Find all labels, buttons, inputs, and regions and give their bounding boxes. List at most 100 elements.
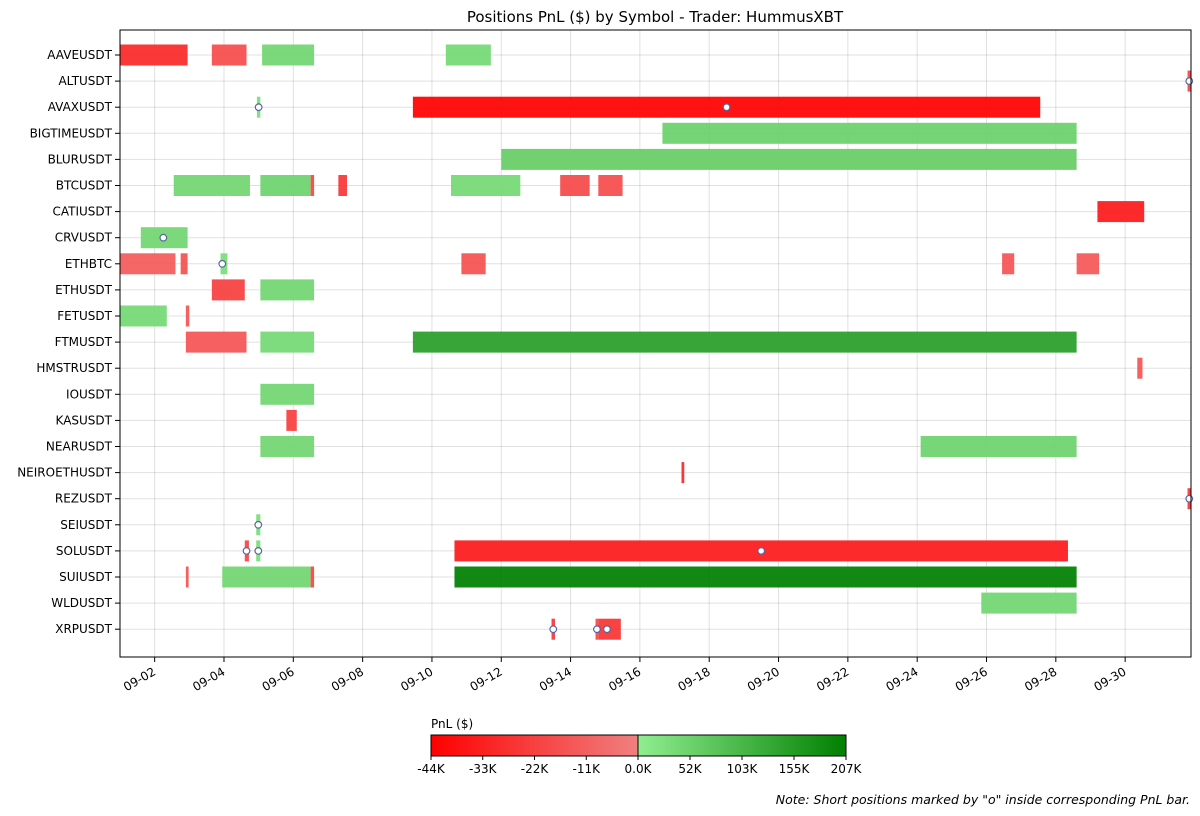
- position-bar: [1002, 253, 1015, 275]
- position-bar: [185, 331, 247, 353]
- colorbar-label: PnL ($): [431, 717, 473, 731]
- x-tick-label: 09-04: [190, 664, 227, 694]
- colorbar-tick-label: 207K: [831, 762, 863, 776]
- y-tick-label: SEIUSDT: [60, 518, 112, 532]
- plot-frame: [119, 29, 1192, 658]
- x-tick-label: 09-18: [676, 664, 713, 694]
- x-tick-label: 09-14: [537, 664, 574, 694]
- y-tick-label: HMSTRUSDT: [36, 361, 112, 375]
- position-bar: [1097, 201, 1145, 223]
- short-marker: [757, 547, 766, 555]
- y-tick-label: BTCUSDT: [56, 179, 113, 193]
- x-tick-label: 09-16: [606, 664, 643, 694]
- position-bar: [412, 331, 1077, 353]
- position-bar: [662, 122, 1077, 144]
- colorbar-tick-label: -44K: [417, 762, 446, 776]
- short-markers: [159, 77, 1194, 634]
- y-tick-label: ETHUSDT: [55, 283, 113, 297]
- chart-title: Positions PnL ($) by Symbol - Trader: Hu…: [467, 8, 844, 26]
- position-bar: [211, 279, 245, 301]
- x-tick-label: 09-06: [260, 664, 297, 694]
- colorbar-tick-label: 0.0K: [625, 762, 653, 776]
- position-bar: [120, 305, 167, 327]
- position-bar: [173, 175, 250, 196]
- colorbar-tick-label: 103K: [727, 762, 759, 776]
- footnote: Note: Short positions marked by "o" insi…: [775, 792, 1190, 807]
- position-bar: [681, 462, 685, 484]
- x-tick-label: 09-26: [953, 664, 990, 694]
- x-tick-label: 09-02: [121, 664, 158, 694]
- x-tick-label: 09-28: [1022, 664, 1059, 694]
- y-tick-label: BIGTIMEUSDT: [30, 126, 113, 140]
- short-marker: [254, 547, 263, 555]
- x-tick-label: 09-24: [883, 664, 920, 694]
- position-bar: [120, 44, 188, 66]
- y-tick-label: NEARUSDT: [46, 440, 113, 454]
- colorbar: PnL ($) -44K -33K -22K -11K 0.0K 52K 103K 155K 2…: [417, 717, 862, 776]
- y-tick-label: AAVEUSDT: [47, 48, 112, 62]
- position-bar: [262, 44, 315, 66]
- x-tick-label: 09-12: [468, 664, 505, 694]
- position-bar: [598, 175, 623, 196]
- x-tick-label: 09-20: [745, 664, 782, 694]
- colorbar-positive: [638, 735, 846, 756]
- y-tick-label: SOLUSDT: [56, 544, 113, 558]
- position-bar: [454, 566, 1077, 588]
- short-marker: [1185, 494, 1194, 503]
- colorbar-tick-label: 155K: [779, 762, 811, 776]
- position-bar: [501, 148, 1077, 170]
- colorbar-tick-label: -33K: [469, 762, 498, 776]
- y-tick-label: XRPUSDT: [55, 622, 112, 636]
- position-bar: [260, 436, 315, 457]
- y-tick-label: REZUSDT: [55, 492, 113, 506]
- y-tick-label: BLURUSDT: [48, 152, 113, 166]
- y-tick-label: ALTUSDT: [58, 74, 112, 88]
- short-marker: [159, 233, 168, 242]
- position-bar: [1076, 253, 1100, 275]
- short-marker: [242, 547, 251, 555]
- x-tick-label: 09-30: [1091, 664, 1128, 694]
- position-bar: [211, 44, 247, 66]
- y-tick-label: FTMUSDT: [55, 335, 113, 349]
- colorbar-tick-label: 52K: [678, 762, 702, 776]
- y-tick-label: WLDUSDT: [51, 596, 112, 610]
- position-bar: [185, 566, 189, 588]
- position-bar: [560, 175, 590, 196]
- x-tick-label: 09-10: [398, 664, 435, 694]
- y-tick-label: IOUSDT: [66, 387, 113, 401]
- position-bar: [310, 175, 315, 196]
- y-tick-label: CRVUSDT: [55, 231, 113, 245]
- short-marker: [722, 103, 731, 112]
- position-bar: [260, 383, 315, 405]
- y-tick-label: KASUSDT: [56, 413, 113, 427]
- position-bar: [445, 44, 491, 66]
- position-bar: [260, 331, 315, 353]
- y-tick-label: FETUSDT: [57, 309, 112, 323]
- position-bar: [185, 305, 190, 327]
- short-marker: [254, 103, 263, 112]
- colorbar-tick-label: -22K: [521, 762, 550, 776]
- x-tick-label: 09-22: [814, 664, 851, 694]
- short-marker: [254, 520, 263, 529]
- y-axis: AAVEUSDT ALTUSDT AVAXUSDT BIGTIMEUSDT BLURUS…: [17, 48, 120, 636]
- colorbar-ticks: -44K -33K -22K -11K 0.0K 52K 103K 155K 207K: [417, 756, 863, 776]
- short-marker: [603, 625, 611, 634]
- y-tick-label: ETHBTC: [65, 257, 112, 271]
- short-marker: [593, 625, 601, 634]
- position-bar: [461, 253, 486, 275]
- position-bar: [120, 253, 176, 275]
- position-bar: [260, 279, 315, 301]
- x-tick-label: 09-08: [329, 664, 366, 694]
- position-bar: [451, 175, 521, 196]
- position-bar: [338, 175, 348, 196]
- position-bar: [1137, 357, 1143, 379]
- short-marker: [549, 625, 558, 634]
- y-tick-label: CATIUSDT: [53, 205, 113, 219]
- position-bar: [920, 436, 1077, 457]
- y-tick-label: NEIROETHUSDT: [17, 466, 112, 480]
- bars: [120, 44, 1191, 640]
- position-bar: [222, 566, 311, 588]
- position-bar: [260, 175, 311, 196]
- y-tick-label: AVAXUSDT: [48, 100, 113, 114]
